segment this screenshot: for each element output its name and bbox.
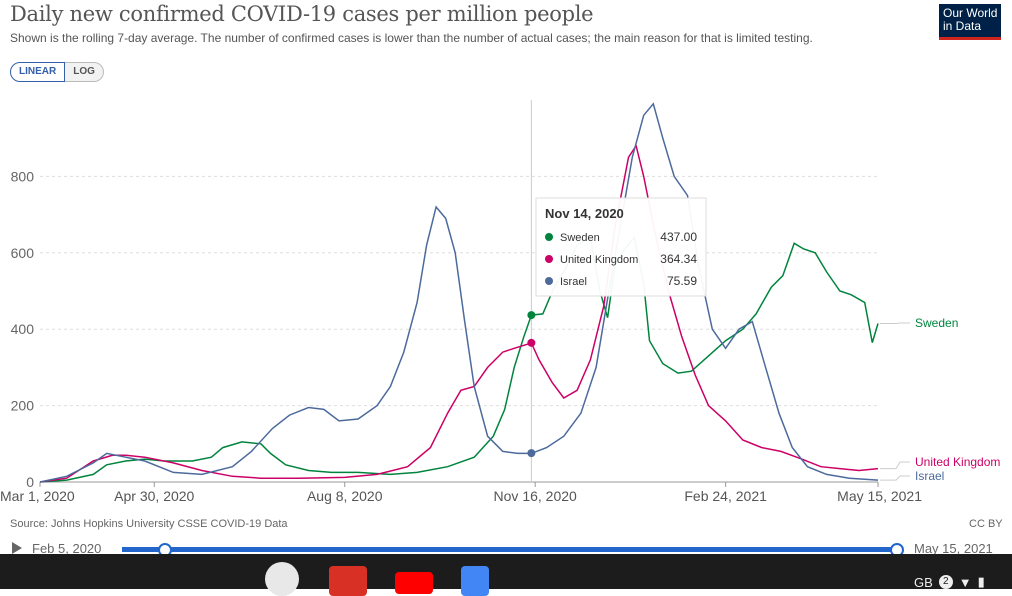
series-line-sweden[interactable] <box>40 238 878 483</box>
tooltip-date: Nov 14, 2020 <box>545 206 624 221</box>
os-taskbar: GB 2 ▼ ▮ <box>0 554 1012 589</box>
series-end-label[interactable]: United Kingdom <box>915 455 1000 469</box>
battery-icon: ▮ <box>978 574 985 590</box>
x-tick-label: May 15, 2021 <box>837 488 922 504</box>
timeline-slider[interactable]: Feb 5, 2020 May 15, 2021 <box>0 540 1012 554</box>
notification-count-icon: 2 <box>939 575 953 589</box>
x-axis: Mar 1, 2020 Apr 30, 2020 Aug 8, 2020 Nov 16… <box>0 482 922 504</box>
end-label-connector <box>880 476 910 480</box>
docs-icon[interactable] <box>461 566 489 596</box>
tooltip-series-name: Sweden <box>560 232 600 244</box>
owid-logo[interactable]: Our World in Data <box>939 4 1001 40</box>
chart-title: Daily new confirmed COVID-19 cases per m… <box>10 2 593 26</box>
series-line-israel[interactable] <box>40 104 878 482</box>
x-tick-label: Aug 8, 2020 <box>307 488 383 504</box>
tooltip: Nov 14, 2020 Sweden 437.00 United Kingdom 36… <box>536 198 706 296</box>
y-tick-label: 400 <box>11 321 35 337</box>
tooltip-series-value: 364.34 <box>660 252 697 266</box>
x-tick-label: Feb 24, 2021 <box>684 488 767 504</box>
chart-subtitle: Shown is the rolling 7-day average. The … <box>10 31 813 45</box>
scale-toggle: LINEAR LOG <box>10 62 104 82</box>
tooltip-swatch <box>545 277 553 285</box>
grid <box>40 176 878 482</box>
tooltip-series-value: 437.00 <box>660 230 697 244</box>
x-tick-label: Mar 1, 2020 <box>0 488 75 504</box>
tooltip-swatch <box>545 233 553 241</box>
chrome-icon[interactable] <box>265 562 299 596</box>
series-end-label[interactable]: Sweden <box>915 316 958 330</box>
tooltip-series-name: Israel <box>560 276 587 288</box>
linear-scale-button[interactable]: LINEAR <box>10 62 65 82</box>
gmail-icon[interactable] <box>329 566 367 596</box>
y-tick-label: 200 <box>11 398 35 414</box>
tooltip-swatch <box>545 255 553 263</box>
tooltip-series-name: United Kingdom <box>560 254 638 266</box>
end-label-connector <box>880 462 910 469</box>
series-end-label[interactable]: Israel <box>915 469 944 483</box>
play-icon[interactable] <box>12 542 22 554</box>
series-line-united-kingdom[interactable] <box>40 146 878 482</box>
system-tray[interactable]: GB 2 ▼ ▮ <box>914 574 985 590</box>
y-tick-label: 600 <box>11 245 35 261</box>
x-tick-label: Apr 30, 2020 <box>114 488 194 504</box>
source-note[interactable]: Source: Johns Hopkins University CSSE CO… <box>10 518 288 530</box>
log-scale-button[interactable]: LOG <box>65 62 104 82</box>
wifi-icon: ▼ <box>959 575 972 590</box>
logo-line-2: in Data <box>943 20 1001 33</box>
license-link[interactable]: CC BY <box>969 518 1003 530</box>
x-tick-label: Nov 16, 2020 <box>494 488 577 504</box>
series-lines <box>40 104 878 482</box>
tooltip-series-value: 75.59 <box>667 274 697 288</box>
keyboard-layout-label: GB <box>914 575 933 590</box>
youtube-icon[interactable] <box>395 572 433 594</box>
hover-marker <box>527 100 535 482</box>
timeline-track[interactable] <box>122 547 898 552</box>
y-tick-label: 800 <box>11 168 35 184</box>
